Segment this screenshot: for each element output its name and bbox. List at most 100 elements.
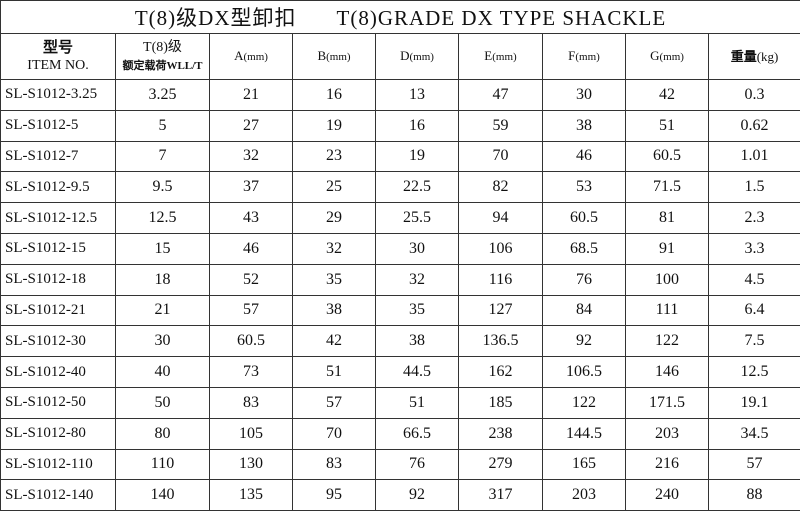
cell-weight: 0.3 [707, 79, 800, 111]
cell-b: 23 [292, 140, 376, 173]
cell-f: 84 [542, 294, 626, 327]
cell-item-no: SL-S1012-50 [0, 386, 116, 419]
cell-item-no: SL-S1012-12.5 [0, 202, 116, 234]
cell-wll: 80 [115, 417, 210, 450]
cell-a: 27 [209, 109, 293, 142]
header-d: D(mm) [375, 33, 459, 80]
cell-g: 146 [625, 356, 709, 388]
cell-d: 76 [375, 448, 459, 481]
cell-weight: 7.5 [707, 325, 800, 358]
header-e: E(mm) [458, 33, 543, 80]
cell-d: 30 [375, 232, 459, 265]
title-row: T(8)级DX型卸扣 T(8)GRADE DX TYPE SHACKLE [0, 0, 800, 34]
cell-g: 71.5 [625, 171, 709, 204]
cell-a: 135 [209, 479, 293, 512]
cell-item-no: SL-S1012-5 [0, 109, 116, 142]
cell-e: 317 [458, 479, 543, 512]
table-row: SL-S1012-9.5 9.5 37 25 22.5 82 53 71.5 1.5 [0, 171, 800, 204]
cell-g: 122 [625, 325, 709, 358]
cell-d: 44.5 [375, 356, 459, 388]
cell-weight: 1.01 [707, 140, 800, 173]
cell-d: 38 [375, 325, 459, 358]
table-row: SL-S1012-21 21 57 38 35 127 84 111 6.4 [0, 294, 800, 327]
cell-b: 29 [292, 202, 376, 234]
cell-e: 94 [458, 202, 543, 234]
cell-d: 16 [375, 109, 459, 142]
cell-e: 279 [458, 448, 543, 481]
cell-weight: 12.5 [707, 356, 800, 388]
cell-wll: 21 [115, 294, 210, 327]
cell-f: 122 [542, 386, 626, 419]
cell-b: 70 [292, 417, 376, 450]
cell-e: 59 [458, 109, 543, 142]
table-row: SL-S1012-110 110 130 83 76 279 165 216 57 [0, 448, 800, 481]
cell-item-no: SL-S1012-3.25 [0, 79, 116, 111]
cell-weight: 0.62 [707, 109, 800, 142]
cell-wll: 15 [115, 232, 210, 265]
cell-weight: 57 [707, 448, 800, 481]
cell-wll: 30 [115, 325, 210, 358]
cell-d: 32 [375, 263, 459, 296]
table-row: SL-S1012-5 5 27 19 16 59 38 51 0.62 [0, 109, 800, 142]
cell-weight: 6.4 [707, 294, 800, 327]
cell-a: 57 [209, 294, 293, 327]
header-a: A(mm) [209, 33, 293, 80]
cell-e: 238 [458, 417, 543, 450]
cell-weight: 4.5 [707, 263, 800, 296]
cell-b: 32 [292, 232, 376, 265]
table-row: SL-S1012-40 40 73 51 44.5 162 106.5 146 12.5 [0, 356, 800, 388]
table-row: SL-S1012-30 30 60.5 42 38 136.5 92 122 7.5 [0, 325, 800, 358]
cell-d: 13 [375, 79, 459, 111]
cell-g: 240 [625, 479, 709, 512]
cell-a: 37 [209, 171, 293, 204]
cell-f: 68.5 [542, 232, 626, 265]
cell-f: 46 [542, 140, 626, 173]
cell-a: 73 [209, 356, 293, 388]
table-row: SL-S1012-12.5 12.5 43 29 25.5 94 60.5 81 2.3 [0, 202, 800, 234]
title-en: T(8)GRADE DX TYPE SHACKLE [336, 6, 667, 30]
cell-weight: 2.3 [707, 202, 800, 234]
cell-b: 51 [292, 356, 376, 388]
table-row: SL-S1012-15 15 46 32 30 106 68.5 91 3.3 [0, 232, 800, 265]
header-f: F(mm) [542, 33, 626, 80]
cell-weight: 1.5 [707, 171, 800, 204]
cell-e: 136.5 [458, 325, 543, 358]
cell-b: 19 [292, 109, 376, 142]
cell-f: 106.5 [542, 356, 626, 388]
cell-d: 92 [375, 479, 459, 512]
cell-d: 19 [375, 140, 459, 173]
cell-wll: 110 [115, 448, 210, 481]
cell-b: 38 [292, 294, 376, 327]
table-row: SL-S1012-140 140 135 95 92 317 203 240 88 [0, 479, 800, 512]
cell-g: 203 [625, 417, 709, 450]
cell-weight: 3.3 [707, 232, 800, 265]
cell-g: 216 [625, 448, 709, 481]
cell-wll: 140 [115, 479, 210, 512]
cell-wll: 7 [115, 140, 210, 173]
cell-g: 81 [625, 202, 709, 234]
cell-f: 144.5 [542, 417, 626, 450]
cell-b: 42 [292, 325, 376, 358]
cell-wll: 12.5 [115, 202, 210, 234]
cell-wll: 5 [115, 109, 210, 142]
header-weight: 重量(kg) [707, 33, 800, 80]
header-row: 型号 ITEM NO. T(8)级 额定载荷WLL/T A(mm) B(mm) D(… [0, 33, 800, 80]
cell-e: 162 [458, 356, 543, 388]
cell-g: 171.5 [625, 386, 709, 419]
table-title: T(8)级DX型卸扣 T(8)GRADE DX TYPE SHACKLE [0, 0, 800, 34]
cell-g: 100 [625, 263, 709, 296]
cell-f: 30 [542, 79, 626, 111]
cell-e: 47 [458, 79, 543, 111]
cell-b: 57 [292, 386, 376, 419]
cell-item-no: SL-S1012-110 [0, 448, 116, 481]
cell-b: 35 [292, 263, 376, 296]
cell-d: 22.5 [375, 171, 459, 204]
cell-a: 130 [209, 448, 293, 481]
cell-wll: 40 [115, 356, 210, 388]
cell-g: 42 [625, 79, 709, 111]
cell-a: 32 [209, 140, 293, 173]
cell-d: 25.5 [375, 202, 459, 234]
cell-item-no: SL-S1012-18 [0, 263, 116, 296]
cell-g: 111 [625, 294, 709, 327]
header-wll: T(8)级 额定载荷WLL/T [115, 33, 210, 80]
